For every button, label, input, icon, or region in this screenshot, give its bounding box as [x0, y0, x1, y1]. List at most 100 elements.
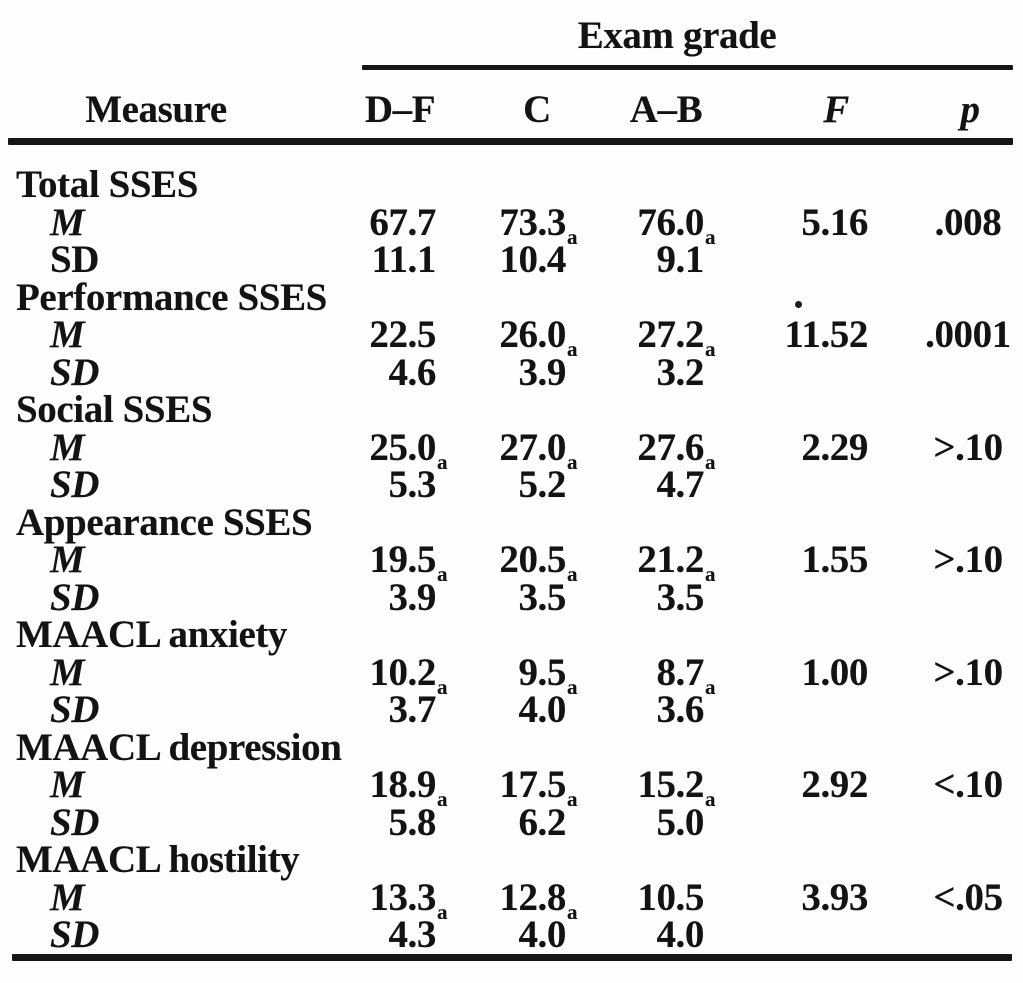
cell-c: 73.3a — [454, 200, 584, 257]
cell-df: 18.9a — [290, 765, 454, 819]
cell-c: 3.9 — [454, 353, 584, 407]
table-row: MAACL anxiety — [0, 615, 1023, 654]
row-label: SD — [50, 800, 100, 844]
cell-p: <.10 — [933, 763, 1003, 806]
row-label: M — [50, 538, 85, 581]
subscript-a: a — [705, 787, 716, 811]
table-row: M 13.3a 12.8a 10.5 3.93 <.05 — [0, 875, 1023, 924]
table-row: SD 4.6 3.9 3.2 — [0, 353, 1023, 392]
cell-f: 2.92 — [722, 763, 886, 819]
header-rule — [8, 138, 1013, 145]
cell-ab: 27.2a — [584, 313, 722, 369]
subscript-a: a — [437, 787, 448, 811]
column-header-ab: A–B — [629, 88, 703, 131]
value-df: 22.5 — [369, 313, 436, 356]
cell-df: 25.0a — [290, 425, 454, 482]
cell-f: 2.29 — [722, 428, 886, 482]
subscript-a: a — [567, 787, 578, 811]
table-row: Appearance SSES — [0, 503, 1023, 542]
value-c: 73.3 — [499, 200, 566, 244]
subscript-a: a — [567, 337, 578, 361]
cell-p: .0001 — [925, 313, 1011, 356]
table-row: SD 11.1 10.4 9.1 — [0, 238, 1023, 281]
subscript-a: a — [437, 899, 448, 924]
column-header-f: F — [823, 88, 849, 131]
value-f: 5.16 — [801, 200, 868, 244]
value-ab: 8.7 — [656, 650, 704, 694]
value-c: 5.2 — [518, 463, 566, 506]
value-c: 26.0 — [499, 313, 566, 356]
cell-c: 17.5a — [454, 765, 584, 819]
column-header-df: D–F — [364, 88, 436, 131]
column-header-p: p — [960, 88, 980, 131]
bottom-rule — [12, 954, 1012, 961]
value-df: 19.5 — [369, 538, 436, 581]
table-row: M 18.9a 17.5a 15.2a 2.92 <.10 — [0, 765, 1023, 811]
cell-df: 67.7 — [290, 203, 454, 257]
cell-c: 3.5 — [454, 575, 584, 632]
value-ab: 21.2 — [637, 538, 704, 581]
subscript-a: a — [567, 224, 578, 249]
cell-c: 12.8a — [454, 878, 584, 932]
row-label: M — [50, 200, 85, 244]
scan-artifact-dot — [795, 301, 802, 308]
table-row: MAACL depression — [0, 728, 1023, 767]
row-label: M — [50, 650, 85, 694]
cell-df: 11.1 — [290, 240, 454, 294]
subscript-a: a — [567, 674, 578, 699]
subscript-a: a — [567, 449, 578, 474]
value-f: 1.00 — [801, 650, 868, 694]
table-row: SD 3.7 4.0 3.6 — [0, 690, 1023, 729]
table-row: SD 5.8 6.2 5.0 — [0, 800, 1023, 844]
cell-df: 5.3 — [290, 465, 454, 519]
cell-df: 5.8 — [290, 800, 454, 857]
value-ab: 3.2 — [656, 350, 704, 394]
cell-ab: 3.2 — [584, 350, 722, 407]
subscript-a: a — [705, 449, 716, 474]
table-row: M 22.5 26.0a 27.2a 11.52 .0001 — [0, 313, 1023, 361]
row-label: MAACL depression — [16, 725, 342, 769]
table-row: SD 4.3 4.0 4.0 — [0, 915, 1023, 954]
subscript-a: a — [437, 674, 448, 699]
cell-p: >.10 — [933, 538, 1003, 581]
row-label: Performance SSES — [16, 275, 327, 319]
cell-c: 5.2 — [454, 463, 584, 519]
cell-df: 3.9 — [290, 575, 454, 632]
table-row: MAACL hostility — [0, 840, 1023, 879]
subscript-a: a — [437, 562, 448, 586]
spanner-rule — [362, 65, 1013, 70]
value-ab: 27.2 — [637, 313, 704, 356]
cell-ab: 4.7 — [584, 465, 722, 519]
cell-ab: 76.0a — [584, 203, 722, 257]
value-c: 6.2 — [518, 800, 566, 844]
subscript-a: a — [705, 674, 716, 699]
row-label: Total SSES — [16, 163, 199, 206]
value-f: 2.92 — [801, 763, 868, 806]
subscript-a: a — [437, 449, 448, 474]
value-ab: 9.1 — [656, 238, 704, 281]
row-label: SD — [50, 575, 100, 619]
row-label: Social SSES — [16, 388, 213, 431]
value-c: 3.5 — [518, 575, 566, 619]
row-label: M — [50, 313, 85, 356]
cell-c: 27.0a — [454, 428, 584, 482]
cell-f: 1.00 — [722, 650, 886, 707]
cell-df: 22.5 — [290, 313, 454, 369]
value-c: 4.0 — [518, 688, 566, 731]
value-df: 3.9 — [388, 575, 436, 619]
value-c: 10.4 — [499, 238, 566, 281]
cell-ab: 27.6a — [584, 425, 722, 482]
value-df: 3.7 — [388, 688, 436, 731]
subscript-a: a — [705, 337, 716, 361]
cell-ab: 21.2a — [584, 538, 722, 594]
row-label: SD — [50, 688, 100, 731]
value-f: 3.93 — [801, 875, 868, 919]
value-df: 5.8 — [388, 800, 436, 844]
cell-f: 5.16 — [722, 200, 886, 257]
column-header-measure: Measure — [85, 88, 227, 131]
value-ab: 27.6 — [637, 425, 704, 469]
value-df: 25.0 — [369, 425, 436, 469]
cell-c: 4.0 — [454, 688, 584, 744]
cell-df: 3.7 — [290, 688, 454, 744]
